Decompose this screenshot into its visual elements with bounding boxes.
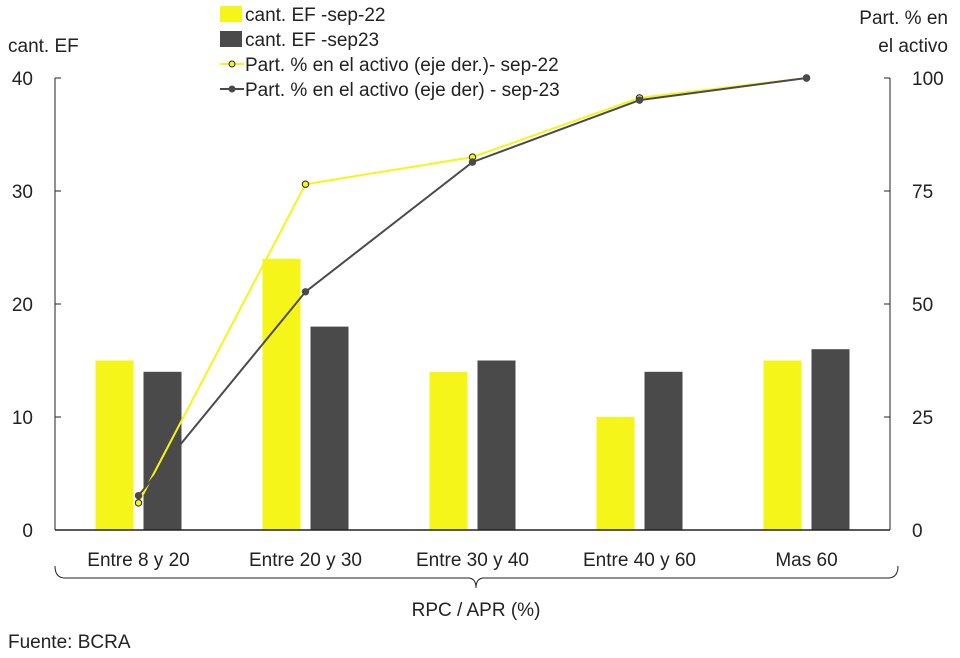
bar [429,371,468,530]
bar [763,360,802,530]
legend-label: Part. % en el activo (eje der) - sep-23 [245,80,560,101]
bar [811,349,850,530]
legend-swatch [220,6,242,22]
legend-label: Part. % en el activo (eje der.)- sep-22 [245,55,559,76]
x-tick-label: Entre 8 y 20 [87,550,189,571]
bar [310,326,349,530]
data-point [134,491,143,500]
y2-tick-label: 25 [912,408,933,429]
x-tick-label: Entre 20 y 30 [249,550,362,571]
y-tick-label: 40 [12,69,33,90]
legend-swatch [220,31,242,47]
data-point [134,499,143,507]
bar [644,371,683,530]
y-axis-label: cant. EF [8,36,79,57]
data-point [301,180,310,188]
y2-tick-label: 50 [912,295,933,316]
series-line [137,77,807,497]
y-tick-label: 20 [12,295,33,316]
data-point [301,288,310,296]
y-tick-label: 10 [12,408,33,429]
series-line [137,77,807,504]
y-tick-label: 30 [12,182,33,203]
data-point [468,158,477,166]
bar [596,417,635,530]
x-tick-label: Entre 30 y 40 [416,550,529,571]
y2-tick-label: 75 [912,182,933,203]
source-note: Fuente: BCRA [8,632,131,653]
y2-tick-label: 100 [912,69,944,90]
bar [95,360,134,530]
y2-axis-label-line1: Part. % en [859,8,948,29]
legend-marker [228,85,236,93]
y-tick-label: 0 [22,521,33,542]
legend-label: cant. EF -sep-22 [245,5,385,26]
y2-tick-label: 0 [912,521,923,542]
x-axis-bracket [54,565,899,589]
x-axis-label: RPC / APR (%) [412,600,541,621]
legend-marker [228,60,236,68]
x-tick-label: Mas 60 [775,550,837,571]
bar [262,258,301,530]
x-tick-label: Entre 40 y 60 [583,550,696,571]
y2-axis-label-line2: el activo [878,36,948,57]
legend-label: cant. EF -sep23 [245,30,379,51]
bar [477,360,516,530]
data-point [802,74,811,82]
data-point [635,96,644,104]
